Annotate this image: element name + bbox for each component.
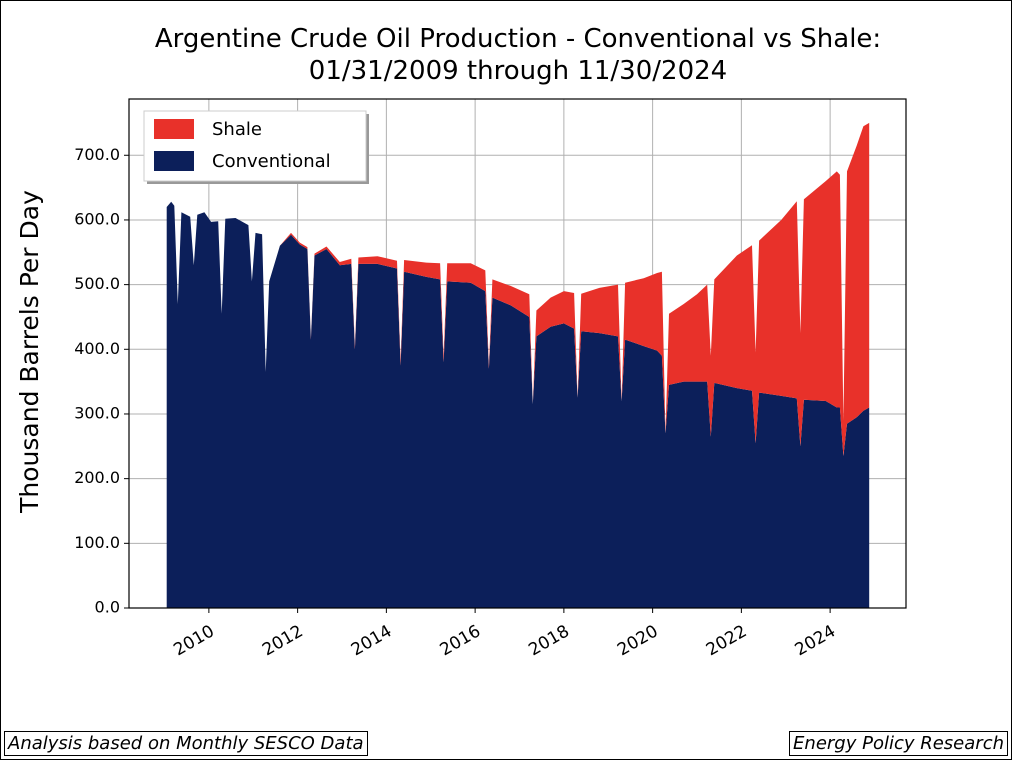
y-tick-label: 200.0 xyxy=(74,468,120,487)
footnote: Analysis based on Monthly SESCO Data xyxy=(4,731,368,756)
chart-title: Argentine Crude Oil Production - Convent… xyxy=(154,24,882,86)
area xyxy=(166,201,870,609)
y-tick-label: 0.0 xyxy=(95,598,120,617)
x-tick-label: 2012 xyxy=(259,621,306,660)
x-tick-label: 2020 xyxy=(614,621,661,660)
y-tick-label: 100.0 xyxy=(74,533,120,552)
plot-frame xyxy=(128,98,907,609)
x-tick-label: 2018 xyxy=(525,621,572,660)
footnote: Energy Policy Research xyxy=(789,731,1008,756)
legend-swatch xyxy=(154,151,194,171)
y-axis-label: Thousand Barrels Per Day xyxy=(15,190,44,514)
y-tick-label: 600.0 xyxy=(74,209,120,228)
legend-swatch xyxy=(154,119,194,139)
area xyxy=(166,122,870,457)
y-tick-label: 400.0 xyxy=(74,339,120,358)
x-tick-label: 2014 xyxy=(348,621,395,660)
legend-label: Shale xyxy=(212,119,262,140)
x-tick-label: 2024 xyxy=(792,621,839,660)
x-tick-label: 2022 xyxy=(703,621,750,660)
legend-label: Conventional xyxy=(212,151,331,172)
y-tick-label: 500.0 xyxy=(74,274,120,293)
y-tick-label: 300.0 xyxy=(74,403,120,422)
x-tick-label: 2010 xyxy=(170,621,217,660)
x-tick-label: 2016 xyxy=(437,621,484,660)
y-tick-label: 700.0 xyxy=(74,145,120,164)
